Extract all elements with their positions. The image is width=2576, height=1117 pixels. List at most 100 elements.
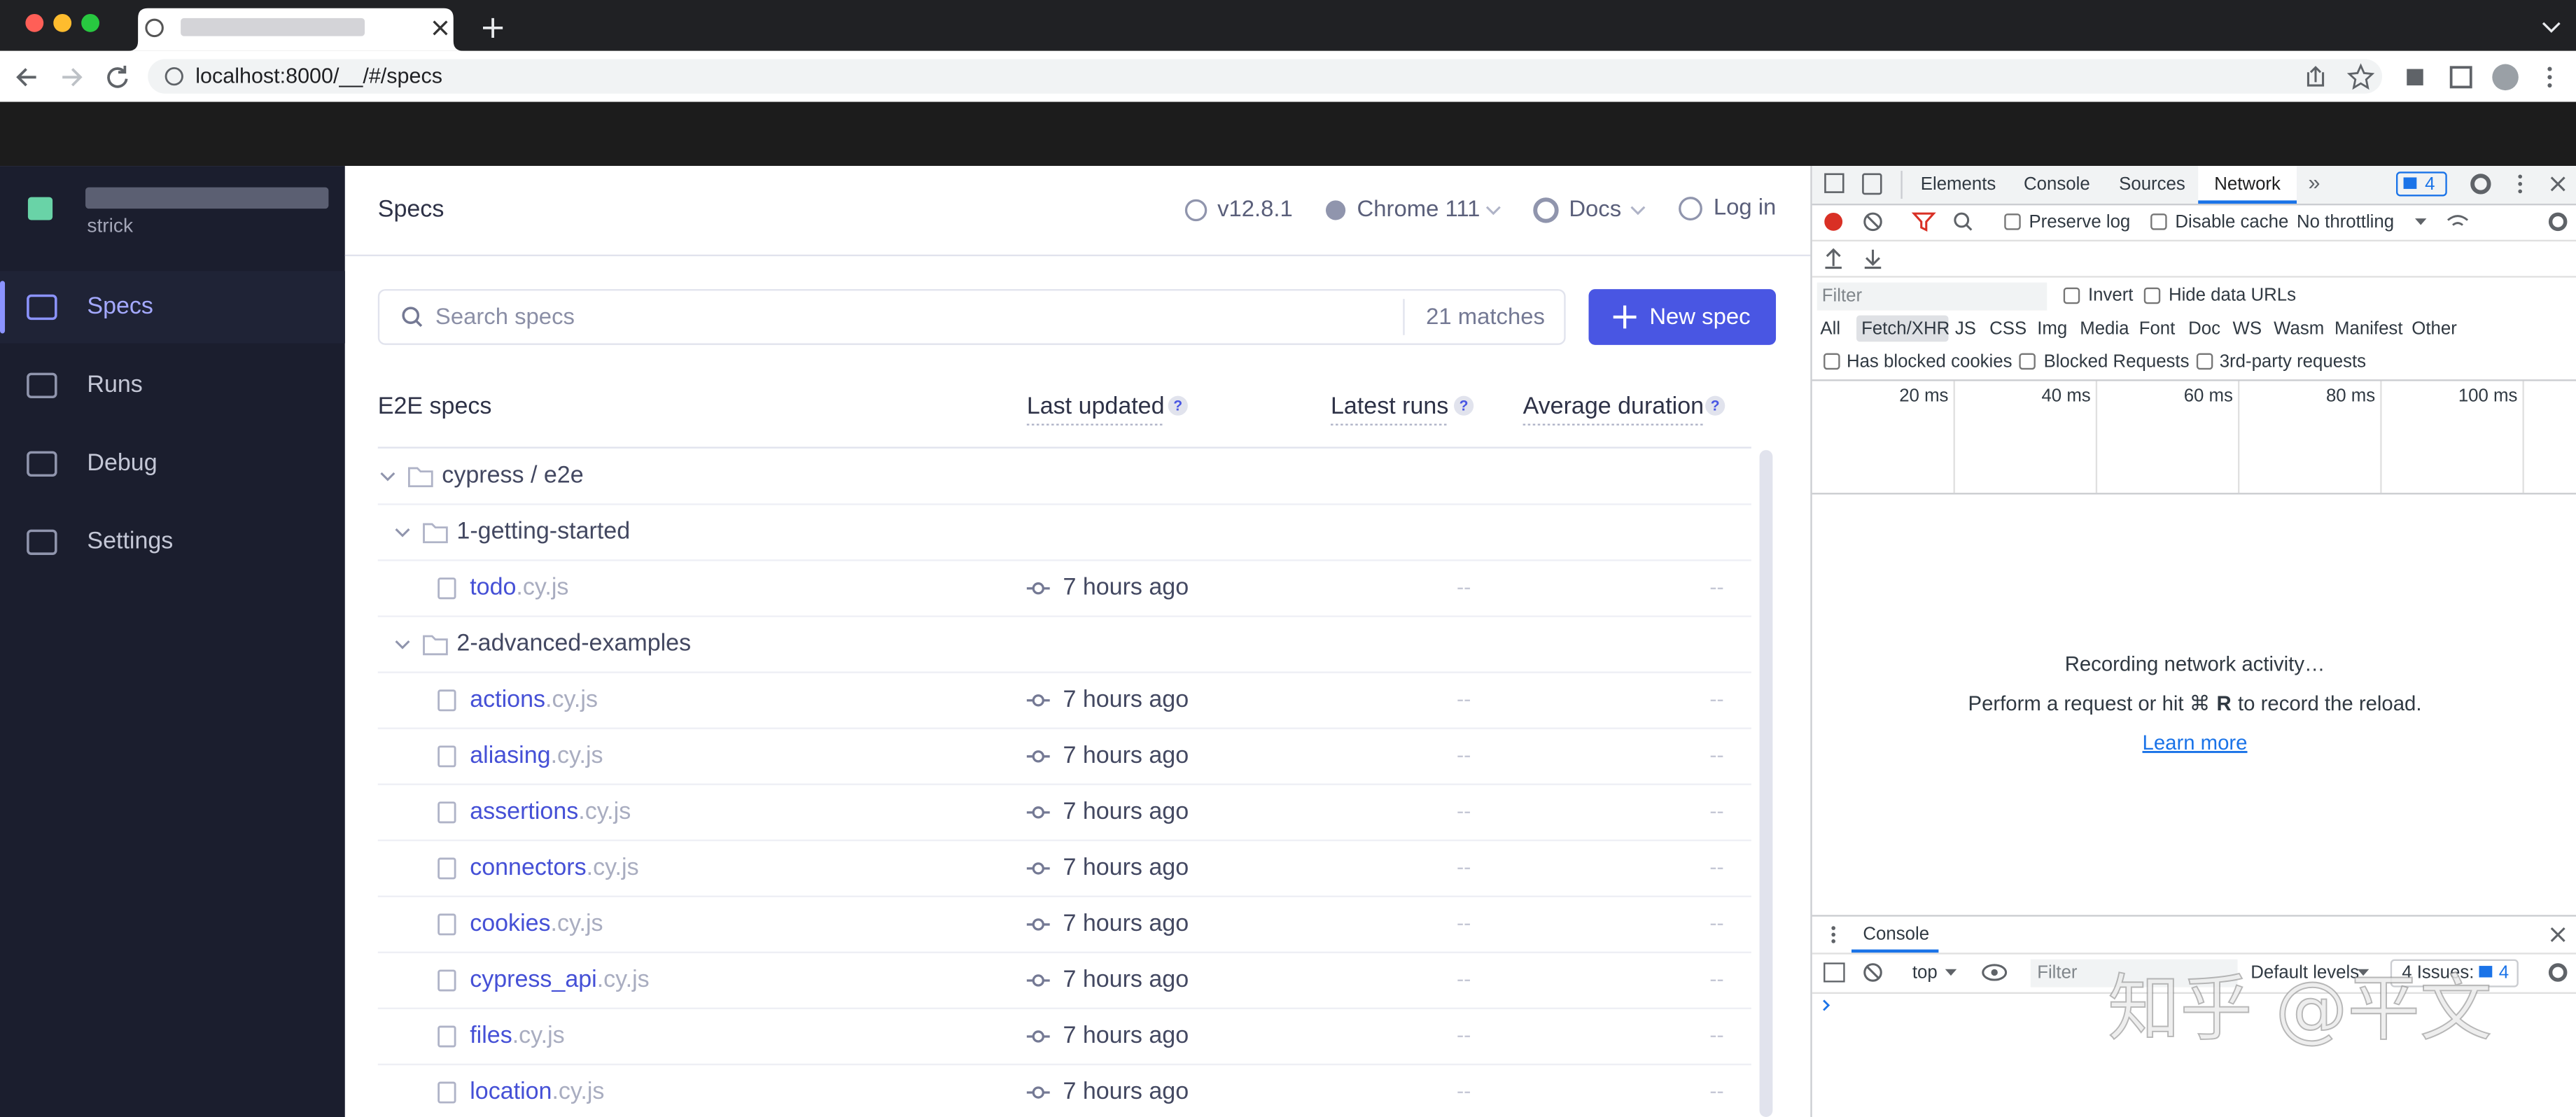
help-label[interactable]: ? <box>1460 398 1469 414</box>
new-spec-button[interactable] <box>1588 289 1777 345</box>
type-filter[interactable]: Other <box>2412 318 2457 338</box>
issues-label[interactable]: 4 Issues: <box>2402 962 2474 982</box>
type-filter[interactable]: Media <box>2080 318 2129 338</box>
file-ext[interactable]: .cy.js <box>512 1022 565 1048</box>
nav-item[interactable]: Specs <box>87 293 153 319</box>
hide-data-urls[interactable]: Hide data URLs <box>2169 285 2296 304</box>
folder-name[interactable]: 2-advanced-examples <box>456 630 691 656</box>
extensions-icon[interactable] <box>2407 69 2423 86</box>
close-drawer[interactable] <box>2550 927 2566 942</box>
nav-item[interactable]: Runs <box>87 371 142 398</box>
disable-cache[interactable]: Disable cache <box>2175 212 2288 232</box>
invert[interactable]: Invert <box>2088 285 2134 304</box>
clear-button[interactable] <box>1866 215 1879 229</box>
console-issues[interactable] <box>2390 959 2519 988</box>
context-select[interactable]: top <box>1912 962 1938 982</box>
scrollbar[interactable] <box>1759 450 1773 1117</box>
url[interactable]: localhost:8000/__/#/specs <box>195 64 442 87</box>
file-base[interactable]: aliasing <box>470 742 550 768</box>
maximize-window[interactable] <box>81 13 99 32</box>
file-name[interactable]: aliasing.cy.js <box>470 742 603 768</box>
third-party[interactable]: 3rd-party requests <box>2220 351 2366 371</box>
settings-icon[interactable] <box>2470 174 2491 195</box>
preserve-log[interactable]: Preserve log <box>2029 212 2130 232</box>
file-ext[interactable]: .cy.js <box>552 1078 604 1104</box>
bookmark-icon[interactable] <box>2346 63 2375 90</box>
file-base[interactable]: connectors <box>470 854 586 880</box>
log-levels[interactable]: Default levels <box>2250 962 2359 982</box>
type-filter[interactable]: Font <box>2139 318 2176 338</box>
type-filter[interactable]: CSS <box>1989 318 2026 338</box>
nav-item[interactable]: Debug <box>87 449 157 476</box>
devtools-tab[interactable]: Elements <box>1921 174 1996 194</box>
search-box[interactable] <box>377 289 1566 345</box>
console-filter[interactable] <box>2030 959 2238 988</box>
file-ext[interactable]: .cy.js <box>516 574 568 600</box>
learn-more[interactable]: Learn more <box>2143 731 2248 754</box>
file-name[interactable]: location.cy.js <box>470 1078 604 1104</box>
search-placeholder[interactable]: Search specs <box>435 303 575 329</box>
type-filter[interactable]: WS <box>2232 318 2262 338</box>
file-ext[interactable]: .cy.js <box>597 966 650 992</box>
share-icon[interactable] <box>2306 66 2325 87</box>
file-name[interactable]: cookies.cy.js <box>470 910 603 936</box>
import-har[interactable] <box>1825 248 1842 269</box>
tab-search[interactable] <box>2542 22 2561 33</box>
type-filter[interactable]: Fetch/XHR <box>1861 318 1949 338</box>
drawer-tab[interactable]: Console <box>1863 924 1929 943</box>
type-filter[interactable]: All <box>1820 318 1840 338</box>
omnibox[interactable] <box>148 59 2383 94</box>
issues-badge[interactable] <box>2396 171 2447 197</box>
help-label[interactable]: ? <box>1711 398 1720 414</box>
devtools-tab[interactable]: Console <box>2024 174 2090 194</box>
issues-count[interactable]: 4 <box>2425 174 2435 194</box>
file-name[interactable]: cypress_api.cy.js <box>470 966 649 992</box>
folder-name[interactable]: cypress / e2e <box>442 462 583 489</box>
record-button[interactable] <box>1824 212 1843 231</box>
device-icon[interactable] <box>1862 173 1882 195</box>
type-filter[interactable]: Doc <box>2188 318 2220 338</box>
tab-close[interactable] <box>433 20 448 36</box>
blocked-requests[interactable]: Blocked Requests <box>2044 351 2190 371</box>
console-sidebar[interactable] <box>1823 962 1845 983</box>
new-spec-label[interactable]: New spec <box>1649 303 1750 329</box>
export-har[interactable] <box>1864 249 1882 269</box>
reload-button[interactable] <box>107 65 128 88</box>
file-name[interactable]: files.cy.js <box>470 1022 564 1048</box>
new-tab[interactable] <box>483 17 503 38</box>
more-tabs[interactable]: » <box>2308 171 2320 195</box>
site-info[interactable] <box>164 66 183 86</box>
type-filter[interactable]: Manifest <box>2334 318 2402 338</box>
file-base[interactable]: location <box>470 1078 552 1104</box>
live-expression[interactable] <box>1982 964 2008 981</box>
close-window[interactable] <box>25 13 44 32</box>
file-base[interactable]: actions <box>470 686 545 712</box>
throttling[interactable]: No throttling <box>2297 212 2394 232</box>
forward-button[interactable] <box>62 68 83 87</box>
file-base[interactable]: assertions <box>470 798 578 824</box>
devtools-tab[interactable]: Network <box>2214 174 2281 194</box>
folder-name[interactable]: 1-getting-started <box>456 518 630 545</box>
file-name[interactable]: actions.cy.js <box>470 686 598 712</box>
console-prompt[interactable] <box>1823 999 1830 1011</box>
file-ext[interactable]: .cy.js <box>551 742 603 768</box>
file-name[interactable]: assertions.cy.js <box>470 798 631 824</box>
file-base[interactable]: cypress_api <box>470 966 597 992</box>
type-filter[interactable]: Img <box>2037 318 2067 338</box>
nav-item[interactable]: Settings <box>87 528 173 554</box>
back-button[interactable] <box>16 68 36 87</box>
file-ext[interactable]: .cy.js <box>587 854 639 880</box>
type-filter[interactable]: Wasm <box>2274 318 2324 338</box>
file-name[interactable]: connectors.cy.js <box>470 854 638 880</box>
file-name[interactable]: todo.cy.js <box>470 574 568 600</box>
profile-icon[interactable] <box>2492 64 2519 91</box>
file-base[interactable]: files <box>470 1022 512 1048</box>
devtools-tab[interactable]: Sources <box>2119 174 2185 194</box>
filter-placeholder[interactable]: Filter <box>1822 286 1863 305</box>
blocked-cookies[interactable]: Has blocked cookies <box>1847 351 2012 371</box>
type-filter[interactable]: JS <box>1955 318 1976 338</box>
browser-select[interactable]: Chrome 111 <box>1357 195 1480 221</box>
file-ext[interactable]: .cy.js <box>545 686 598 712</box>
inspect-icon[interactable] <box>1824 173 1844 193</box>
side-panel-icon[interactable] <box>2449 66 2472 89</box>
